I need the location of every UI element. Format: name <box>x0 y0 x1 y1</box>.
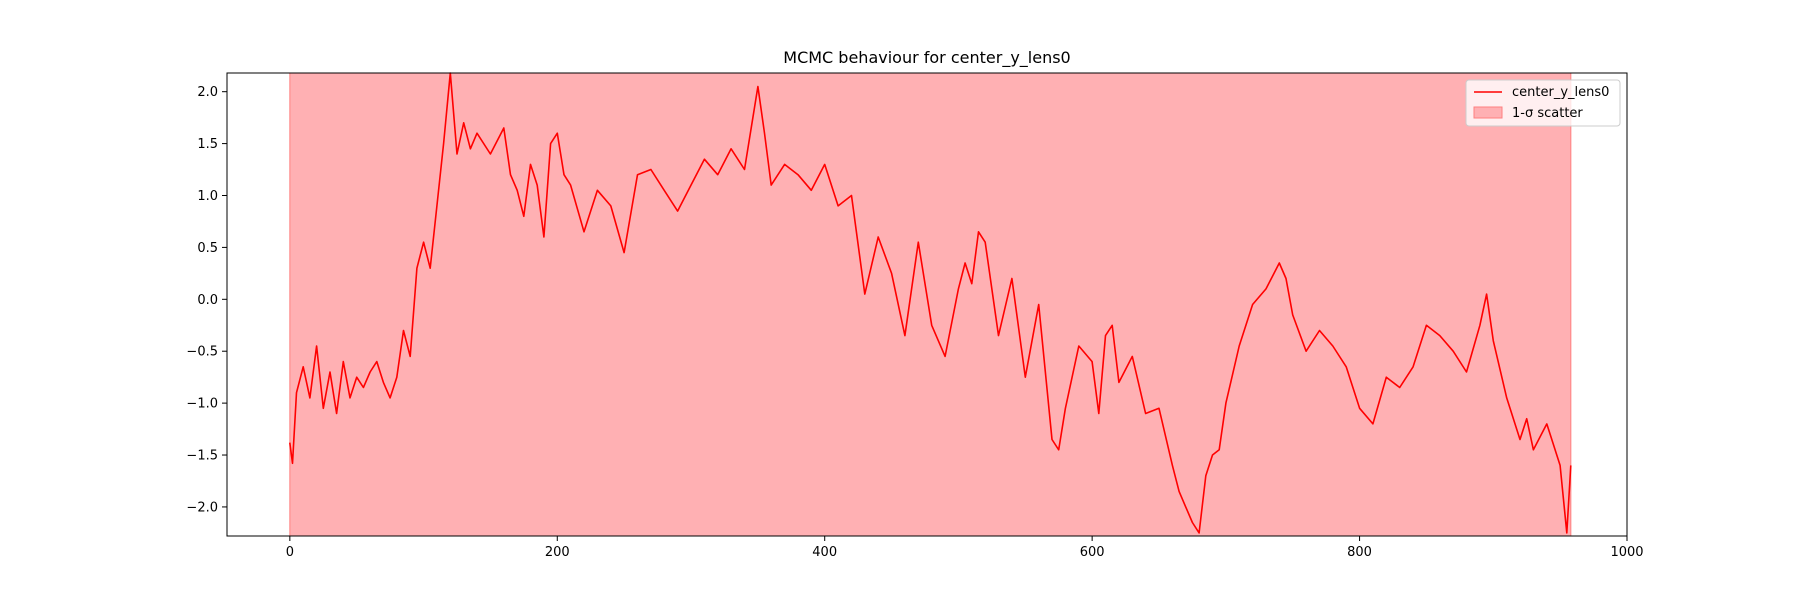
y-axis-ticks: −2.0 −1.5 −1.0 −0.5 0.0 0.5 1.0 1.5 2.0 <box>186 85 227 515</box>
y-tick-label: −2.0 <box>186 500 218 515</box>
x-tick-label: 0 <box>286 545 294 560</box>
legend-box <box>1465 79 1621 127</box>
plot-frame <box>226 72 1628 537</box>
y-tick-label: 2.0 <box>197 85 218 100</box>
y-tick-label: −1.5 <box>186 449 218 464</box>
series-line-center-y-lens0 <box>289 72 1572 534</box>
y-tick-label: 0.5 <box>197 241 218 256</box>
y-tick-label: 1.0 <box>197 189 218 204</box>
legend-band-label: 1-σ scatter <box>1512 106 1583 121</box>
legend-line-label: center_y_lens0 <box>1512 85 1609 100</box>
x-tick-label: 1000 <box>1610 545 1643 560</box>
y-tick-label: −0.5 <box>186 345 218 360</box>
series-line-layer <box>289 72 1572 534</box>
x-axis-ticks: 0 200 400 600 800 1000 <box>286 536 1644 560</box>
x-tick-label: 600 <box>1080 545 1105 560</box>
x-tick-label: 800 <box>1347 545 1372 560</box>
legend: center_y_lens0 1-σ scatter <box>1465 79 1621 127</box>
y-tick-label: 0.0 <box>197 293 218 308</box>
scatter-band <box>289 73 1571 536</box>
y-tick-label: 1.5 <box>197 137 218 152</box>
x-tick-label: 200 <box>545 545 570 560</box>
x-tick-label: 400 <box>812 545 837 560</box>
y-tick-label: −1.0 <box>186 397 218 412</box>
scatter-band-layer <box>289 73 1572 536</box>
legend-band-swatch <box>1473 106 1503 119</box>
chart-title: MCMC behaviour for center_y_lens0 <box>783 48 1070 68</box>
